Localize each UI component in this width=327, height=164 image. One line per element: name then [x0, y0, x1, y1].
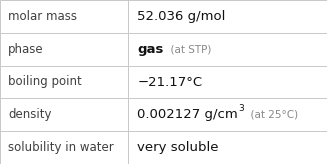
Text: 52.036 g/mol: 52.036 g/mol — [137, 10, 226, 23]
Text: 0.002127 g/cm: 0.002127 g/cm — [137, 108, 238, 121]
Text: boiling point: boiling point — [8, 75, 82, 89]
Text: density: density — [8, 108, 52, 121]
Text: −21.17°C: −21.17°C — [137, 75, 202, 89]
Text: phase: phase — [8, 43, 44, 56]
Text: (at STP): (at STP) — [164, 44, 211, 54]
Text: very soluble: very soluble — [137, 141, 219, 154]
Text: solubility in water: solubility in water — [8, 141, 114, 154]
Text: (at 25°C): (at 25°C) — [244, 110, 298, 120]
Text: molar mass: molar mass — [8, 10, 77, 23]
Text: gas: gas — [137, 43, 164, 56]
Text: 3: 3 — [238, 104, 244, 113]
